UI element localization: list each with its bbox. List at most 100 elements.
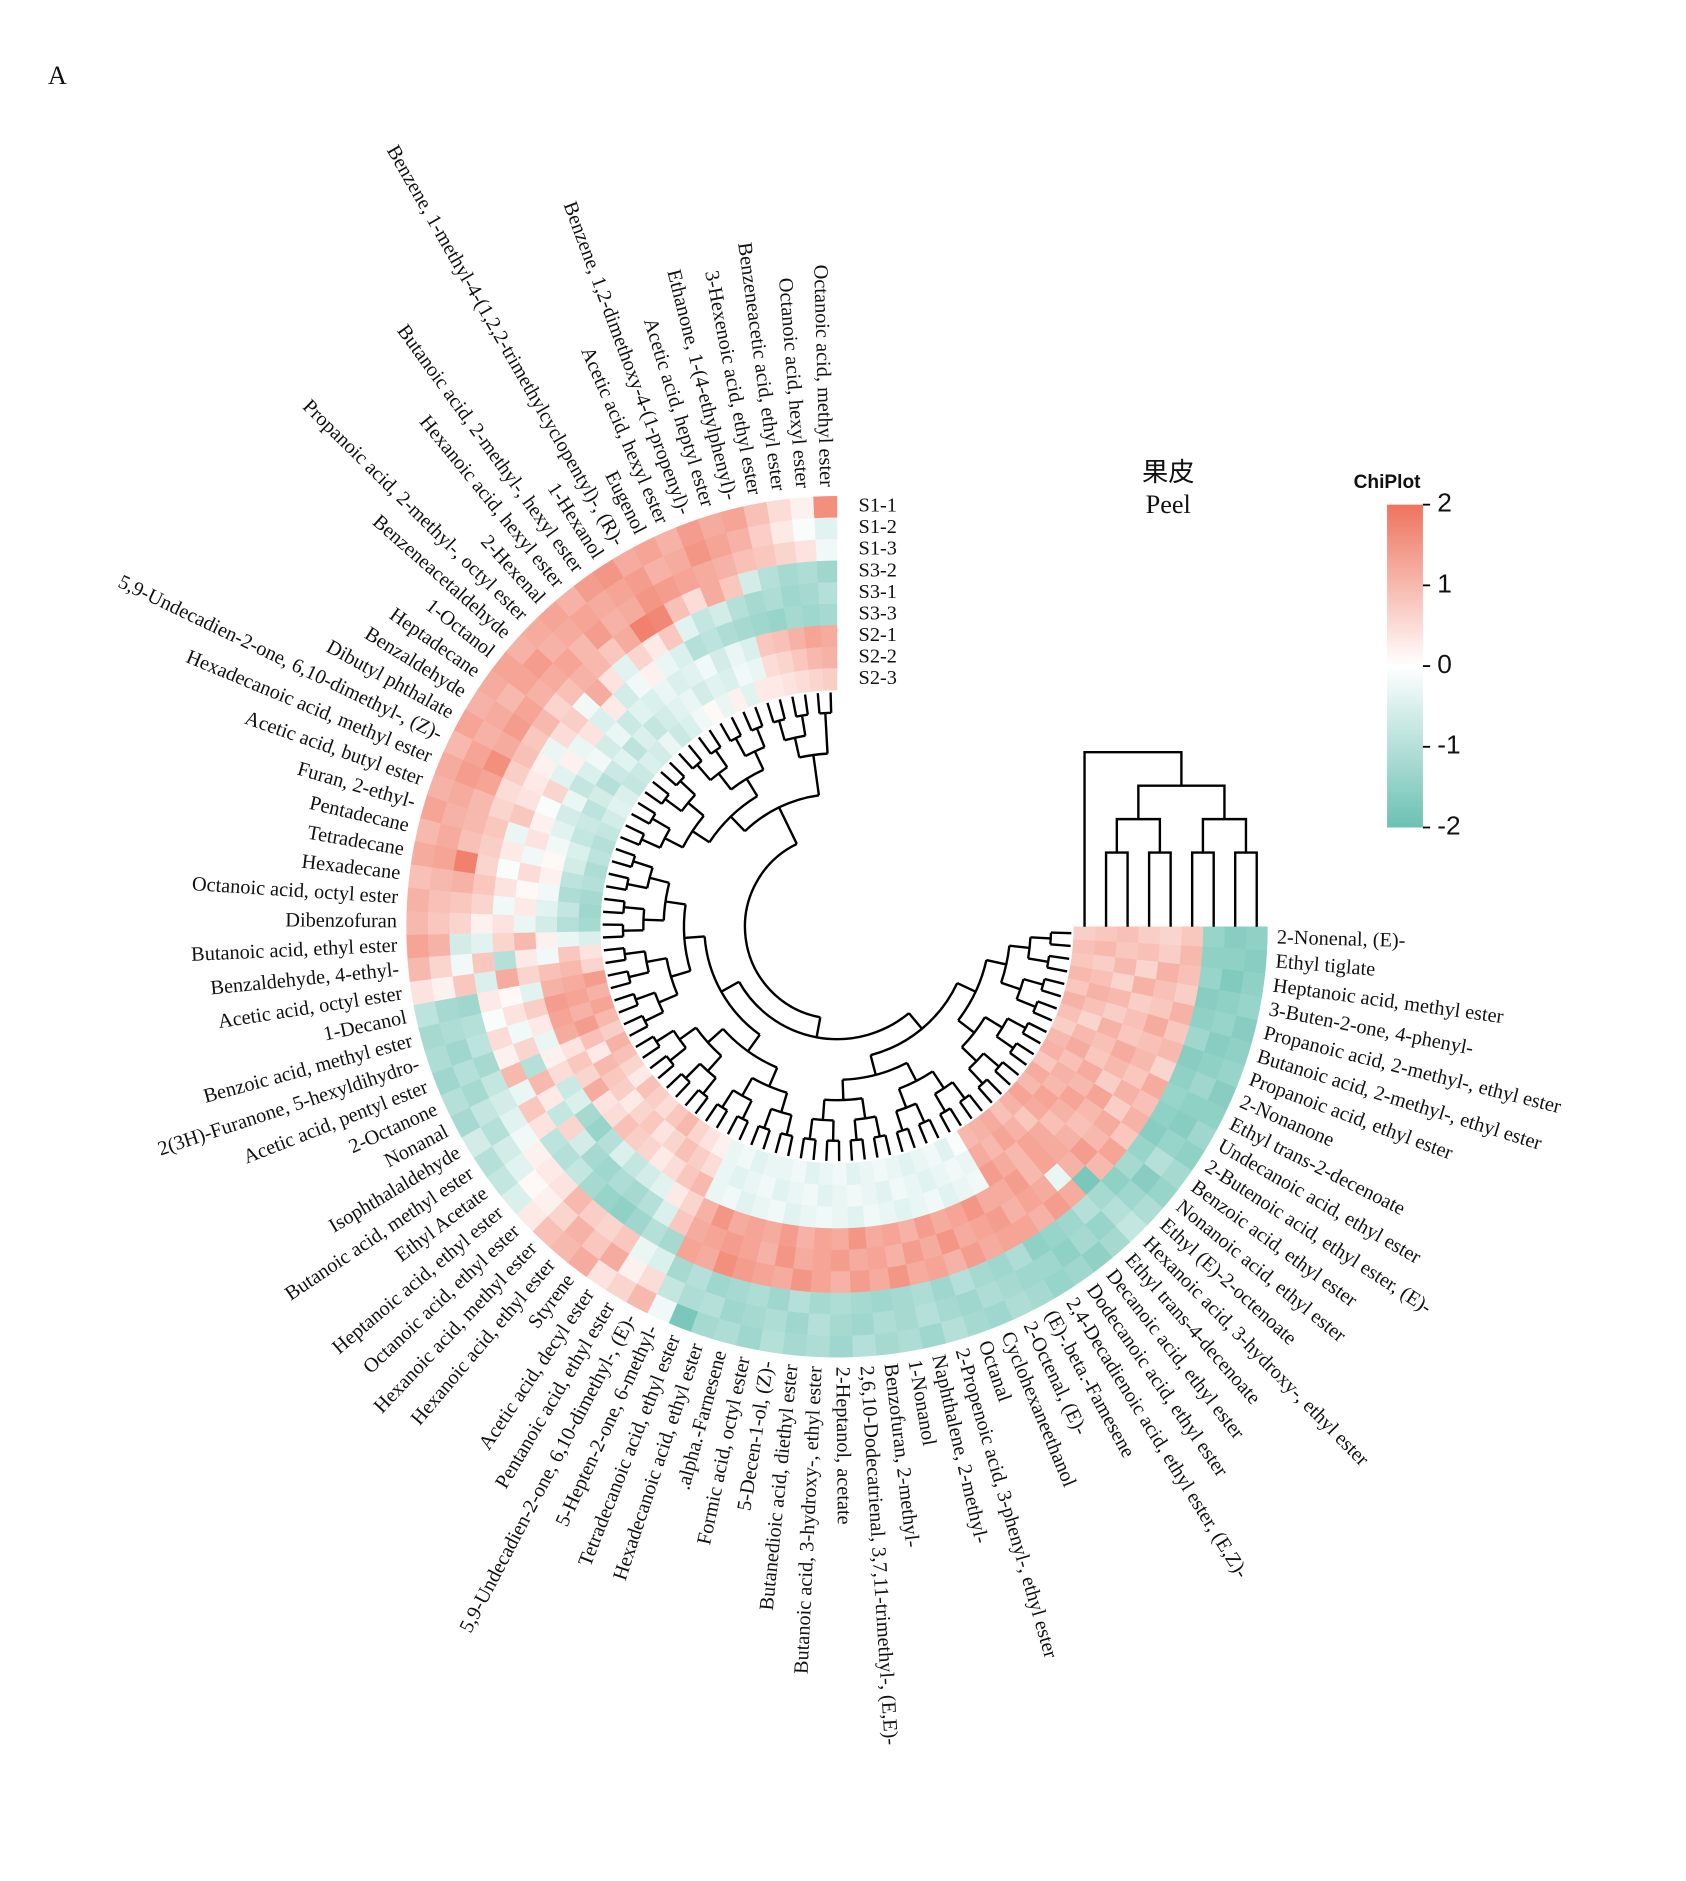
heatmap-cell <box>792 1246 814 1271</box>
dendrogram-branch <box>644 1011 664 1023</box>
sample-label: S1-2 <box>859 516 897 538</box>
dendrogram-branch <box>825 1140 829 1161</box>
heatmap-cell <box>860 1182 879 1206</box>
heatmap-cell <box>471 893 495 915</box>
heatmap-cell <box>1094 926 1118 943</box>
dendrogram-branch <box>628 971 650 979</box>
dendrogram-branch <box>717 772 733 791</box>
dendrogram-branch <box>603 947 625 952</box>
dendrogram-branch <box>766 702 775 723</box>
heatmap-cell <box>492 913 515 934</box>
dendrogram-branch <box>646 957 667 964</box>
sample-label: S3-1 <box>859 581 897 603</box>
dendrogram-branch <box>678 752 694 770</box>
dendrogram-arc <box>642 908 646 931</box>
dendrogram-branch <box>906 1128 916 1149</box>
dendrogram-branch <box>665 1073 683 1089</box>
dendrogram-branch <box>853 1119 858 1141</box>
dendrogram-branch <box>610 981 631 990</box>
dendrogram-branch <box>1002 1061 1020 1076</box>
heatmap-cell <box>799 582 820 607</box>
dendrogram-branch <box>774 1133 783 1154</box>
heatmap-cell <box>1093 940 1117 958</box>
dendrogram-branch <box>951 1081 966 1100</box>
heatmap-cell <box>893 1306 919 1332</box>
heatmap-cell <box>794 539 818 564</box>
dendrogram-branch <box>849 1140 854 1161</box>
heatmap-cell <box>795 1225 816 1249</box>
heatmap-cell <box>896 1327 924 1353</box>
heatmap-cell <box>815 539 838 562</box>
heatmap-cell <box>816 560 838 584</box>
dendrogram-branch <box>931 1070 945 1089</box>
dendrogram-branch <box>763 1108 773 1129</box>
heatmap-cell <box>536 946 560 966</box>
dendrogram-branch <box>664 798 683 813</box>
dendrogram-arc <box>1008 1042 1018 1054</box>
heatmap-cell <box>817 582 838 605</box>
dendrogram-branch <box>704 1103 719 1122</box>
dendrogram-branch <box>908 1012 923 1030</box>
dendrogram-arc <box>626 971 632 984</box>
dendrogram-arc <box>743 842 821 1019</box>
dendrogram-branch <box>1234 851 1258 927</box>
dendrogram-arc <box>824 1097 863 1102</box>
dendrogram-branch <box>644 791 663 805</box>
heatmap-cell <box>766 498 793 524</box>
dendrogram-branch <box>607 970 628 977</box>
dendrogram-branch <box>742 711 753 732</box>
heatmap-cell <box>783 605 805 630</box>
dendrogram-branch <box>1046 966 1068 973</box>
heatmap-cell <box>747 523 774 549</box>
heatmap-cell <box>806 1312 831 1336</box>
dendrogram-branch <box>762 1129 771 1150</box>
dendrogram-arc <box>691 760 703 770</box>
dendrogram-branch <box>824 712 829 754</box>
chart-title: 果皮 <box>1142 458 1195 487</box>
dendrogram-branch <box>627 882 648 890</box>
heatmap-cell <box>1245 926 1268 951</box>
dendrogram-branch <box>768 1067 779 1087</box>
dendrogram-branch <box>675 1081 691 1098</box>
dendrogram-branch <box>780 1092 789 1113</box>
dendrogram-branch <box>785 1114 793 1136</box>
dendrogram-arc <box>1049 932 1053 945</box>
dendrogram-branch <box>869 1054 877 1076</box>
dendrogram-branch <box>977 1086 993 1104</box>
row-dendrogram <box>602 692 1072 1162</box>
heatmap-cell <box>1136 943 1160 963</box>
heatmap-cell <box>557 900 581 918</box>
heatmap-cell <box>452 973 478 998</box>
heatmap-cell <box>811 1248 832 1272</box>
dendrogram-branch <box>793 737 801 758</box>
colorbar-tick-label: -1 <box>1437 730 1460 760</box>
heatmap-cell <box>407 956 432 982</box>
dendrogram-branch <box>1137 784 1226 820</box>
heatmap-cell <box>851 1333 877 1358</box>
heatmap-cell <box>578 930 602 946</box>
dendrogram-branch <box>1048 954 1070 960</box>
dendrogram-branch <box>678 1026 697 1041</box>
dendrogram-branch <box>841 1079 845 1101</box>
dendrogram-branch <box>706 1055 723 1072</box>
dendrogram-branch <box>778 699 786 720</box>
sample-label: S3-3 <box>859 602 897 624</box>
heatmap-cell <box>1223 926 1247 950</box>
heatmap-cell <box>789 496 815 521</box>
dendrogram-branch <box>812 754 821 796</box>
dendrogram-branch <box>649 1055 668 1070</box>
dendrogram-branch <box>658 993 678 1004</box>
sample-label: S3-2 <box>859 559 897 581</box>
dendrogram-branch <box>641 838 661 849</box>
dendrogram-branch <box>1037 1000 1058 1010</box>
column-dendrogram <box>1083 750 1258 927</box>
heatmap-cell <box>817 1162 833 1186</box>
dendrogram-branch <box>829 692 833 713</box>
heatmap-cell <box>427 911 451 935</box>
dendrogram-branch <box>715 1109 729 1129</box>
dendrogram-branch <box>719 722 732 742</box>
heatmap-cell <box>493 876 518 898</box>
heatmap-cell <box>769 519 795 545</box>
dendrogram-branch <box>741 1077 754 1097</box>
heatmap-cell <box>792 518 817 542</box>
